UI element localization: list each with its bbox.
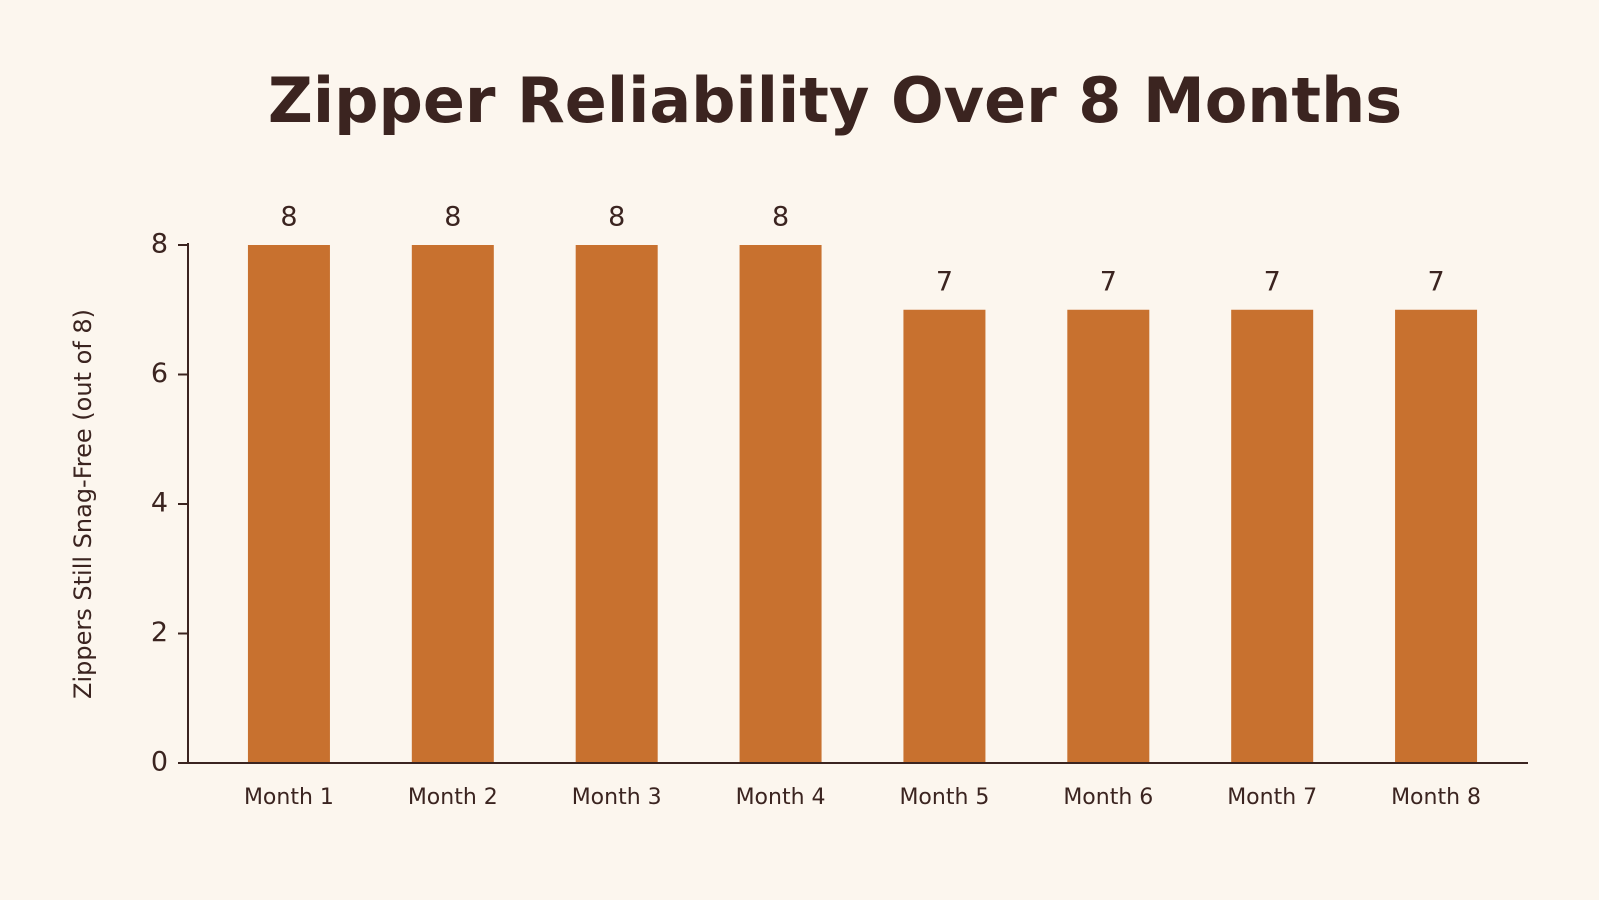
value-label: 8 <box>280 202 297 233</box>
bar <box>1067 309 1150 763</box>
chart-title: Zipper Reliability Over 8 Months <box>268 64 1402 137</box>
bar <box>1395 309 1478 763</box>
y-axis-label: Zippers Still Snag-Free (out of 8) <box>69 309 97 699</box>
value-label: 7 <box>1427 266 1444 297</box>
y-tick-label: 4 <box>151 488 168 519</box>
value-label: 7 <box>1264 266 1281 297</box>
value-label: 7 <box>1100 266 1117 297</box>
x-tick-label: Month 3 <box>572 785 662 810</box>
x-tick-label: Month 8 <box>1391 785 1481 810</box>
value-label: 8 <box>772 202 789 233</box>
bar <box>247 245 330 763</box>
y-tick-label: 0 <box>151 747 168 778</box>
x-tick-label: Month 5 <box>899 785 989 810</box>
bar <box>903 309 986 763</box>
x-tick-label: Month 7 <box>1227 785 1317 810</box>
value-label: 8 <box>608 202 625 233</box>
bar <box>411 245 494 763</box>
value-label: 7 <box>936 266 953 297</box>
bar <box>739 245 822 763</box>
bar <box>1231 309 1314 763</box>
y-tick-label: 6 <box>151 358 168 389</box>
value-label: 8 <box>444 202 461 233</box>
bar <box>575 245 658 763</box>
y-tick-label: 2 <box>151 617 168 648</box>
x-tick-label: Month 6 <box>1063 785 1153 810</box>
x-tick-label: Month 2 <box>408 785 498 810</box>
x-tick-label: Month 4 <box>736 785 826 810</box>
x-tick-label: Month 1 <box>244 785 334 810</box>
y-tick-label: 8 <box>151 229 168 260</box>
